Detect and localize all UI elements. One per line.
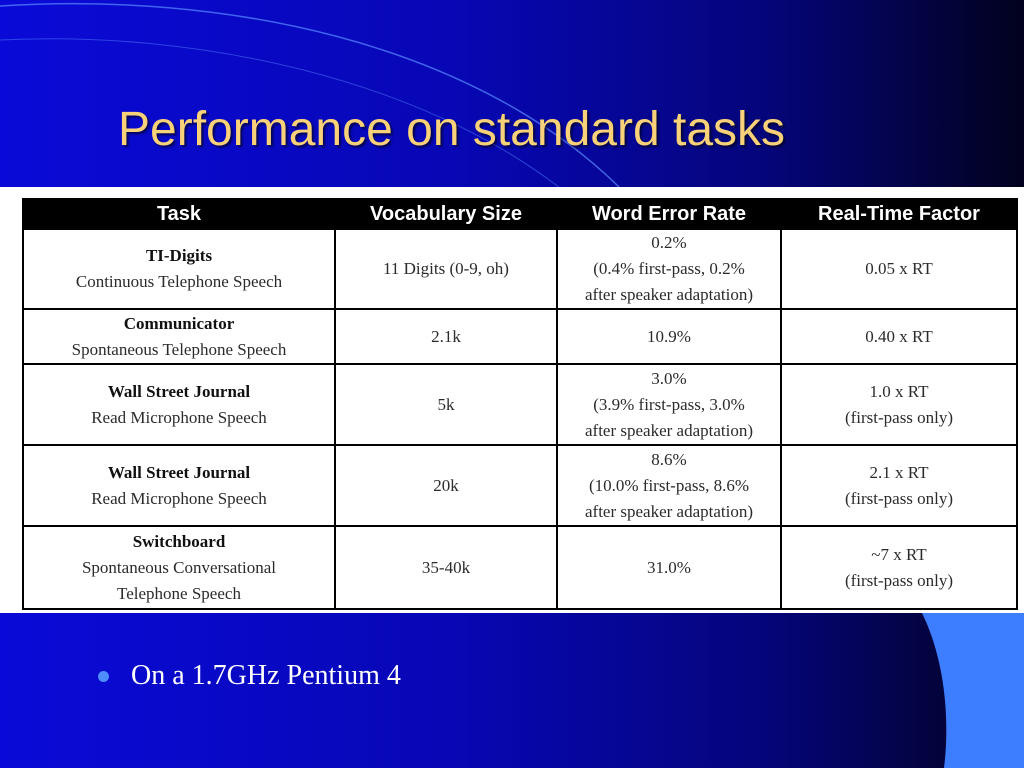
table-header-row: Task Vocabulary Size Word Error Rate Rea… (22, 198, 1018, 230)
slide-title: Performance on standard tasks (118, 103, 786, 156)
vocab-cell: 2.1k (334, 308, 558, 365)
table-row: Wall Street Journal Read Microphone Spee… (22, 363, 1018, 446)
task-cell: Communicator Spontaneous Telephone Speec… (22, 308, 336, 365)
rtf-cell: 0.05 x RT (780, 228, 1018, 310)
bullet-item: On a 1.7GHz Pentium 4 (98, 660, 401, 692)
task-name: Wall Street Journal (107, 381, 251, 401)
rtf-cell: 2.1 x RT (first-pass only) (780, 444, 1018, 527)
wer-cell: 10.9% (556, 308, 782, 365)
wer-value: 3.0% (651, 368, 687, 388)
bullet-text: On a 1.7GHz Pentium 4 (131, 660, 401, 691)
wer-cell: 0.2% (0.4% first-pass, 0.2% after speake… (556, 228, 782, 310)
wer-cell: 8.6% (10.0% first-pass, 8.6% after speak… (556, 444, 782, 527)
task-name: Communicator (123, 313, 235, 333)
rtf-value: 0.40 x RT (865, 326, 933, 346)
rtf-value: ~7 x RT (871, 544, 927, 564)
table-row: Wall Street Journal Read Microphone Spee… (22, 444, 1018, 527)
performance-table: Task Vocabulary Size Word Error Rate Rea… (22, 198, 1018, 610)
task-description: Continuous Telephone Speech (75, 272, 283, 291)
vocab-cell: 5k (334, 363, 558, 446)
rtf-note: (first-pass only) (844, 488, 954, 508)
bullet-list: On a 1.7GHz Pentium 4 (98, 660, 401, 692)
task-description: Read Microphone Speech (91, 407, 267, 427)
rtf-value: 2.1 x RT (869, 462, 929, 482)
task-description: Telephone Speech (117, 583, 241, 603)
rtf-note: (first-pass only) (844, 570, 954, 590)
header-real-time-factor: Real-Time Factor (780, 198, 1018, 230)
table-row: Switchboard Spontaneous Conversational T… (22, 525, 1018, 610)
wer-note: after speaker adaptation) (584, 501, 754, 521)
vocab-cell: 20k (334, 444, 558, 527)
wer-value: 10.9% (647, 326, 691, 346)
rtf-value: 1.0 x RT (869, 381, 929, 401)
rtf-cell: ~7 x RT (first-pass only) (780, 525, 1018, 610)
task-description: Spontaneous Telephone Speech (71, 339, 287, 359)
wer-value: 31.0% (647, 557, 691, 577)
wer-note: (0.4% first-pass, 0.2% (593, 259, 745, 278)
wer-value: 0.2% (651, 233, 687, 252)
rtf-cell: 1.0 x RT (first-pass only) (780, 363, 1018, 446)
wer-cell: 31.0% (556, 525, 782, 610)
bullet-dot-icon (98, 670, 109, 682)
rtf-value: 0.05 x RT (865, 259, 933, 278)
header-task: Task (22, 198, 336, 230)
task-description: Spontaneous Conversational (81, 557, 277, 577)
wer-note: after speaker adaptation) (584, 285, 754, 304)
task-name: TI-Digits (145, 246, 213, 265)
header-vocabulary-size: Vocabulary Size (334, 198, 558, 230)
wer-note: (3.9% first-pass, 3.0% (593, 394, 745, 414)
rtf-note: (first-pass only) (844, 407, 954, 427)
wer-note: after speaker adaptation) (584, 420, 754, 440)
table-row: Communicator Spontaneous Telephone Speec… (22, 308, 1018, 365)
task-cell: TI-Digits Continuous Telephone Speech (22, 228, 336, 310)
vocab-cell: 11 Digits (0-9, oh) (334, 228, 558, 310)
task-cell: Switchboard Spontaneous Conversational T… (22, 525, 336, 610)
wer-value: 8.6% (651, 449, 687, 469)
header-word-error-rate: Word Error Rate (556, 198, 782, 230)
task-description: Read Microphone Speech (91, 488, 267, 508)
table-row: TI-Digits Continuous Telephone Speech 11… (22, 228, 1018, 310)
task-cell: Wall Street Journal Read Microphone Spee… (22, 363, 336, 446)
task-name: Wall Street Journal (107, 462, 251, 482)
table-panel: Task Vocabulary Size Word Error Rate Rea… (0, 187, 1024, 613)
task-name: Switchboard (132, 531, 226, 551)
task-cell: Wall Street Journal Read Microphone Spee… (22, 444, 336, 527)
wer-note: (10.0% first-pass, 8.6% (588, 475, 750, 495)
vocab-cell: 35-40k (334, 525, 558, 610)
wer-cell: 3.0% (3.9% first-pass, 3.0% after speake… (556, 363, 782, 446)
rtf-cell: 0.40 x RT (780, 308, 1018, 365)
